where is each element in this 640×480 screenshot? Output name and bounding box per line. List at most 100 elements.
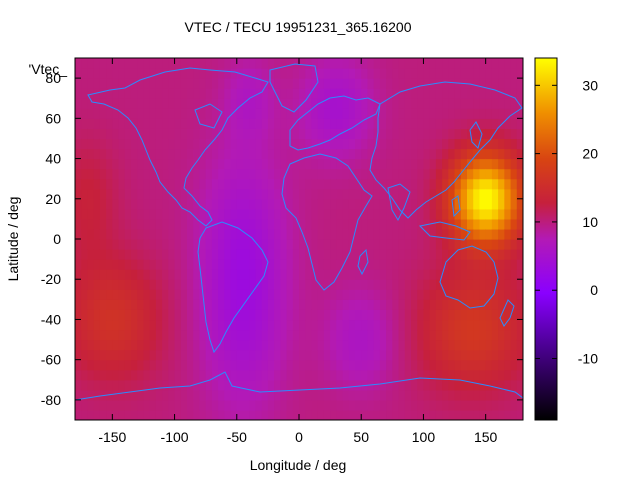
heatmap-cell bbox=[292, 108, 300, 119]
heatmap-cell bbox=[516, 289, 523, 300]
heatmap-cell bbox=[143, 269, 151, 280]
heatmap-cell bbox=[211, 409, 219, 420]
heatmap-cell bbox=[411, 58, 418, 69]
heatmap-cell bbox=[243, 78, 250, 89]
heatmap-cell bbox=[342, 239, 350, 250]
heatmap-cell bbox=[230, 269, 238, 280]
heatmap-cell bbox=[224, 349, 232, 361]
heatmap-cell bbox=[236, 269, 244, 280]
heatmap-cell bbox=[99, 228, 107, 240]
heatmap-cell bbox=[218, 369, 225, 381]
heatmap-cell bbox=[435, 299, 443, 310]
heatmap-cell bbox=[112, 379, 120, 391]
heatmap-cell bbox=[255, 379, 263, 391]
heatmap-cell bbox=[124, 329, 132, 341]
heatmap-cell bbox=[510, 409, 518, 420]
heatmap-cell bbox=[205, 389, 213, 401]
heatmap-cell bbox=[274, 208, 281, 220]
heatmap-cell bbox=[404, 389, 412, 401]
heatmap-cell bbox=[467, 359, 474, 371]
heatmap-cell bbox=[168, 128, 176, 140]
heatmap-cell bbox=[473, 168, 481, 180]
heatmap-cell bbox=[211, 98, 219, 109]
heatmap-cell bbox=[280, 319, 288, 331]
heatmap-cell bbox=[218, 138, 225, 150]
heatmap-cell bbox=[112, 178, 120, 190]
heatmap-cell bbox=[479, 269, 487, 280]
heatmap-cell bbox=[137, 198, 145, 210]
heatmap-cell bbox=[99, 128, 107, 140]
heatmap-cell bbox=[467, 88, 474, 99]
heatmap-cell bbox=[348, 178, 356, 190]
heatmap-cell bbox=[249, 249, 257, 260]
heatmap-cell bbox=[236, 319, 244, 331]
heatmap-cell bbox=[205, 399, 213, 411]
heatmap-cell bbox=[367, 118, 375, 129]
heatmap-cell bbox=[81, 329, 89, 341]
heatmap-cell bbox=[373, 369, 381, 381]
heatmap-cell bbox=[417, 389, 425, 401]
heatmap-cell bbox=[162, 329, 169, 341]
axes: -150 -100 -50 0 50 100 150-80-60-40-2002040608… bbox=[41, 58, 523, 445]
heatmap-cell bbox=[280, 198, 288, 210]
heatmap-cell bbox=[236, 289, 244, 300]
heatmap-cell bbox=[355, 138, 362, 150]
heatmap-cell bbox=[510, 178, 518, 190]
heatmap-cell bbox=[411, 178, 418, 190]
heatmap-cell bbox=[243, 138, 250, 150]
heatmap-cell bbox=[174, 138, 182, 150]
heatmap-cell bbox=[137, 128, 145, 140]
heatmap-cell bbox=[355, 269, 362, 280]
heatmap-cell bbox=[243, 198, 250, 210]
heatmap-cell bbox=[355, 319, 362, 331]
x-tick-label: 0 bbox=[295, 429, 303, 445]
heatmap-cell bbox=[131, 118, 138, 129]
heatmap-cell bbox=[479, 309, 487, 321]
heatmap-cell bbox=[249, 218, 257, 230]
heatmap-cell bbox=[75, 88, 82, 99]
heatmap-cell bbox=[516, 108, 523, 119]
heatmap-cell bbox=[187, 399, 194, 411]
heatmap-cell bbox=[305, 309, 313, 321]
heatmap-cell bbox=[479, 178, 487, 190]
heatmap-cell bbox=[448, 148, 456, 160]
heatmap-cell bbox=[373, 319, 381, 331]
heatmap-cell bbox=[379, 78, 387, 89]
heatmap-cell bbox=[361, 389, 369, 401]
heatmap-cell bbox=[379, 178, 387, 190]
heatmap-cell bbox=[292, 389, 300, 401]
heatmap-cell bbox=[236, 409, 244, 420]
heatmap-cell bbox=[510, 279, 518, 290]
heatmap-cell bbox=[99, 329, 107, 341]
heatmap-cell bbox=[411, 218, 418, 230]
heatmap-cell bbox=[510, 78, 518, 89]
y-axis-label: Latitude / deg bbox=[5, 197, 21, 282]
heatmap-cell bbox=[491, 188, 499, 200]
heatmap-cell bbox=[386, 409, 393, 420]
heatmap-cell bbox=[386, 108, 393, 119]
heatmap-cell bbox=[392, 269, 400, 280]
heatmap-cell bbox=[180, 78, 188, 89]
heatmap-cell bbox=[218, 399, 225, 411]
heatmap-cell bbox=[442, 68, 449, 79]
heatmap-cell bbox=[211, 289, 219, 300]
heatmap-cell bbox=[255, 138, 263, 150]
heatmap-cell bbox=[87, 379, 95, 391]
heatmap-cell bbox=[442, 178, 449, 190]
heatmap-cell bbox=[510, 98, 518, 109]
heatmap-cell bbox=[479, 319, 487, 331]
heatmap-cell bbox=[498, 168, 505, 180]
heatmap-cell bbox=[373, 299, 381, 310]
heatmap-cell bbox=[137, 329, 145, 341]
heatmap-cell bbox=[299, 218, 306, 230]
heatmap-cell bbox=[187, 389, 194, 401]
heatmap-cell bbox=[199, 128, 207, 140]
heatmap-cell bbox=[149, 339, 157, 351]
heatmap-cell bbox=[435, 228, 443, 240]
heatmap-cell bbox=[404, 399, 412, 411]
heatmap-cell bbox=[168, 158, 176, 170]
heatmap-cell bbox=[473, 389, 481, 401]
heatmap-cell bbox=[361, 218, 369, 230]
heatmap-cell bbox=[510, 269, 518, 280]
heatmap-cell bbox=[498, 349, 505, 361]
